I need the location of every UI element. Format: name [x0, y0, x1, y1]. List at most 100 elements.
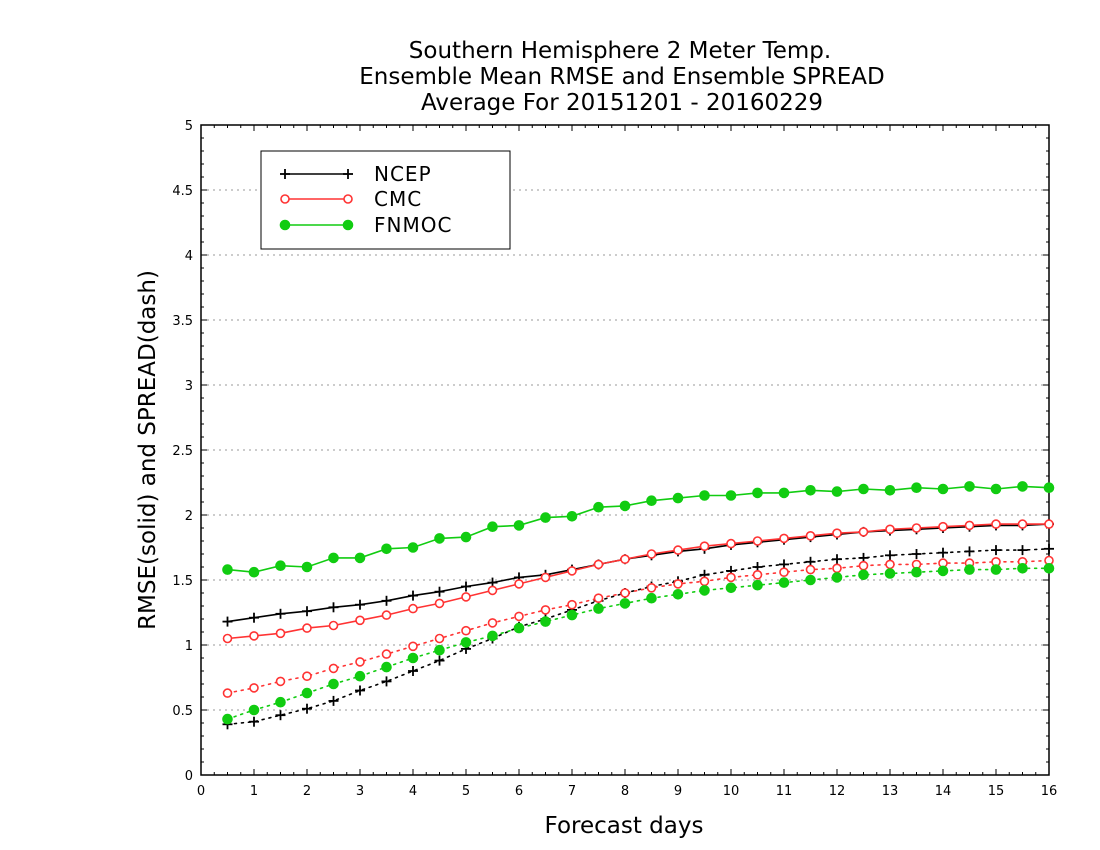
fnmoc-rmse-point	[434, 533, 445, 544]
x-tick-label: 15	[988, 784, 1005, 799]
fnmoc-spread-point	[672, 589, 684, 600]
fnmoc-spread-point	[1043, 563, 1055, 574]
cmc-rmse-point	[699, 541, 710, 552]
cmc-spread-point	[832, 563, 842, 574]
fnmoc-rmse-point	[301, 561, 313, 573]
fnmoc-rmse-point	[460, 531, 472, 543]
fnmoc-spread-point	[460, 637, 472, 648]
cmc-rmse-point	[620, 554, 630, 565]
cmc-spread-point	[328, 663, 339, 674]
legend-box	[260, 150, 511, 250]
fnmoc-rmse-point	[407, 542, 419, 553]
cmc-rmse-point	[222, 633, 233, 644]
fnmoc-spread-point	[301, 687, 313, 699]
fnmoc-rmse-point	[805, 485, 816, 496]
fnmoc-rmse-point	[937, 483, 949, 495]
cmc-spread-point	[249, 683, 259, 693]
grid-layer	[201, 189, 1049, 711]
fnmoc-rmse-point	[699, 490, 710, 501]
legend-marker-start	[279, 219, 291, 231]
title-line-3: Average For 20151201 - 20160229	[421, 90, 823, 116]
cmc-spread-point	[726, 572, 736, 583]
ncep-spread-point	[381, 676, 392, 687]
cmc-rmse-point	[593, 559, 604, 570]
cmc-spread-point	[540, 605, 551, 615]
fnmoc-spread-point	[222, 713, 233, 725]
cmc-rmse-point	[991, 519, 1001, 529]
legend-entry-cmc: CMC	[280, 187, 421, 211]
cmc-rmse-point	[646, 549, 657, 559]
fnmoc-spread-point	[328, 678, 339, 690]
fnmoc-rmse-point	[513, 520, 525, 531]
ncep-spread-point	[355, 685, 365, 696]
fnmoc-spread-point	[646, 592, 657, 604]
fnmoc-rmse-point	[646, 495, 657, 507]
legend-label: NCEP	[374, 162, 432, 186]
cmc-rmse-point	[858, 527, 869, 537]
ncep-spread-point	[275, 710, 286, 721]
cmc-spread-point	[673, 579, 683, 589]
legend-label: FNMOC	[374, 213, 452, 237]
cmc-rmse-point	[249, 631, 259, 641]
cmc-rmse-point	[1017, 519, 1028, 529]
cmc-spread-point	[805, 564, 816, 575]
fnmoc-rmse-point	[990, 483, 1002, 495]
fnmoc-rmse-point	[752, 487, 763, 499]
cmc-rmse-point	[1044, 519, 1054, 529]
fnmoc-rmse-point	[593, 501, 604, 513]
legend-marker-start	[280, 169, 290, 179]
cmc-rmse-point	[567, 566, 577, 576]
cmc-rmse-point	[302, 623, 312, 633]
cmc-spread-point	[514, 611, 524, 622]
fnmoc-spread-point	[566, 609, 578, 621]
x-tick-label: 13	[882, 784, 899, 799]
fnmoc-spread-point	[593, 603, 604, 614]
x-tick-label: 5	[462, 784, 470, 799]
fnmoc-rmse-point	[222, 564, 233, 575]
y-tick-label: 3.5	[172, 314, 193, 329]
fnmoc-spread-point	[275, 696, 286, 708]
cmc-rmse-point	[434, 598, 445, 609]
legend-marker-end	[343, 169, 353, 179]
fnmoc-rmse-point	[778, 487, 790, 499]
series-cmc	[222, 519, 1054, 698]
x-tick-label: 16	[1041, 784, 1058, 799]
x-tick-label: 3	[356, 784, 364, 799]
cmc-spread-point	[593, 593, 604, 604]
fnmoc-spread-point	[884, 568, 896, 579]
cmc-rmse-point	[673, 545, 683, 555]
fnmoc-rmse-point	[381, 543, 392, 555]
fnmoc-rmse-point	[328, 552, 339, 564]
fnmoc-rmse-point	[619, 500, 631, 512]
chart-title: Southern Hemisphere 2 Meter Temp. Ensemb…	[359, 38, 884, 116]
y-tick-label: 3	[185, 379, 193, 394]
ncep-spread-point	[911, 549, 922, 559]
y-tick-label: 2.5	[172, 444, 193, 459]
fnmoc-rmse-point	[884, 485, 896, 496]
ncep-spread-point	[885, 550, 895, 561]
cmc-rmse-point	[514, 579, 524, 589]
ncep-rmse-point	[434, 586, 445, 597]
y-tick-label: 0	[185, 769, 193, 784]
cmc-spread-point	[567, 599, 577, 610]
fnmoc-spread-point	[937, 565, 949, 577]
cmc-spread-point	[779, 567, 789, 578]
ncep-spread-line	[226, 547, 1050, 726]
fnmoc-spread-point	[858, 569, 869, 581]
y-tick-label: 1	[185, 639, 193, 654]
cmc-rmse-point	[355, 615, 365, 626]
cmc-spread-point	[408, 641, 418, 652]
x-tick-label: 1	[250, 784, 258, 799]
cmc-rmse-point	[328, 620, 339, 631]
fnmoc-rmse-point	[275, 560, 286, 572]
fnmoc-rmse-point	[248, 566, 260, 578]
fnmoc-spread-point	[434, 644, 445, 656]
ncep-rmse-point	[381, 595, 392, 606]
ncep-rmse-point	[355, 599, 365, 610]
fnmoc-rmse-point	[858, 483, 869, 495]
x-tick-label: 2	[303, 784, 311, 799]
cmc-rmse-point	[726, 538, 736, 549]
fnmoc-rmse-point	[540, 512, 551, 523]
cmc-rmse-point	[911, 523, 922, 533]
